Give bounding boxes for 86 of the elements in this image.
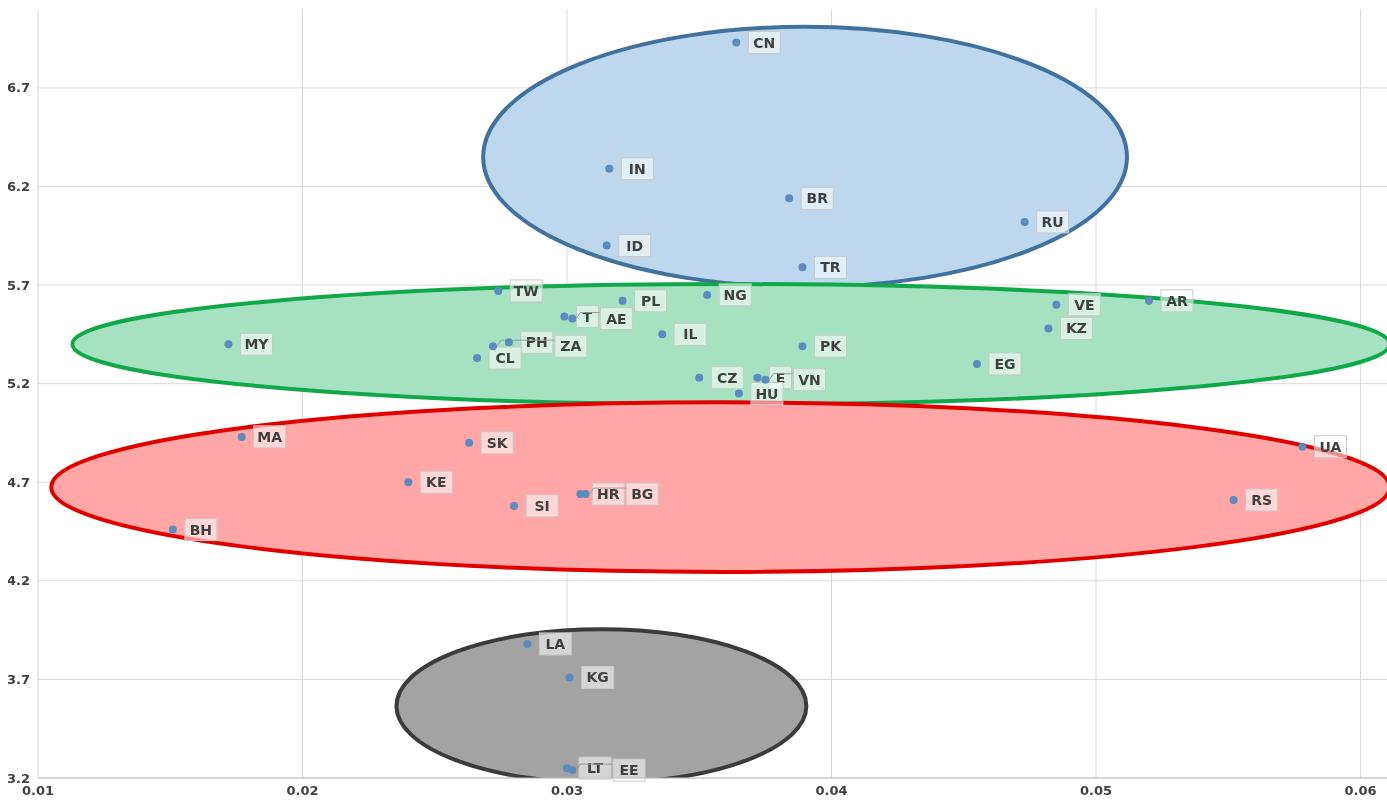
point xyxy=(753,373,762,382)
y-tick-label: 6.7 xyxy=(6,80,30,96)
y-tick-label: 6.2 xyxy=(6,179,30,195)
annotation: HU xyxy=(755,385,779,402)
point xyxy=(404,478,413,487)
point xyxy=(618,296,627,305)
annotation: KZ xyxy=(1065,320,1087,337)
annotation: IN xyxy=(628,160,646,177)
point xyxy=(560,312,569,321)
annotation: BR xyxy=(806,190,829,207)
annotation: TR xyxy=(820,259,841,276)
annotation: CN xyxy=(753,34,776,51)
x-tick-label: 0.04 xyxy=(815,783,848,799)
annotation: PH xyxy=(525,334,548,351)
annotation: PK xyxy=(819,338,843,355)
annotation: MY xyxy=(244,336,270,353)
x-tick-label: 0.06 xyxy=(1344,783,1377,799)
annotation: NG xyxy=(723,286,747,303)
y-tick-label: 5.7 xyxy=(6,277,30,293)
point xyxy=(658,330,667,339)
annotation: SI xyxy=(534,497,550,514)
annotation: LA xyxy=(545,635,566,652)
point xyxy=(1044,324,1053,333)
annotation: ID xyxy=(626,237,644,254)
point xyxy=(565,673,574,682)
point xyxy=(237,432,246,441)
point xyxy=(734,389,743,398)
annotation: AE xyxy=(606,310,627,327)
point xyxy=(798,263,807,272)
annotation: CL xyxy=(495,350,515,367)
annotation: VE xyxy=(1074,296,1095,313)
point xyxy=(494,286,503,295)
point xyxy=(798,342,807,351)
annotation: BH xyxy=(189,521,213,538)
point xyxy=(488,342,497,351)
annotation: RS xyxy=(1251,491,1273,508)
annotation: IL xyxy=(683,326,698,343)
point xyxy=(703,290,712,299)
annotation: PL xyxy=(640,292,661,309)
point xyxy=(465,438,474,447)
annotation: AR xyxy=(1166,292,1188,309)
point xyxy=(785,194,794,203)
x-tick-label: 0.02 xyxy=(286,783,319,799)
point xyxy=(568,766,577,775)
point xyxy=(504,338,513,347)
point xyxy=(695,373,704,382)
y-tick-label: 4.2 xyxy=(6,573,30,589)
annotation: CZ xyxy=(717,369,738,386)
point xyxy=(473,354,482,363)
point xyxy=(568,314,577,323)
annotation: BG xyxy=(631,486,654,503)
point xyxy=(168,525,177,534)
point xyxy=(1298,442,1307,451)
point xyxy=(602,241,611,250)
x-tick-label: 0.01 xyxy=(21,783,55,799)
point xyxy=(224,340,233,349)
annotation: LT xyxy=(586,760,604,777)
point xyxy=(761,375,770,384)
annotation: KG xyxy=(586,669,609,686)
point xyxy=(510,501,519,510)
x-tick-label: 0.05 xyxy=(1080,783,1113,799)
annotation: VN xyxy=(798,371,821,388)
annotation: ZA xyxy=(560,338,582,355)
annotation: EG xyxy=(994,355,1016,372)
point xyxy=(1229,495,1238,504)
y-tick-label: 3.2 xyxy=(6,770,30,786)
annotation: T xyxy=(582,308,593,325)
annotation: RU xyxy=(1041,213,1064,230)
point xyxy=(732,38,741,47)
annotation: KE xyxy=(426,474,447,491)
y-tick-label: 5.2 xyxy=(6,376,30,392)
point xyxy=(1144,296,1153,305)
annotation: SK xyxy=(486,434,509,451)
y-tick-label: 4.7 xyxy=(6,474,30,490)
x-tick-label: 0.03 xyxy=(550,783,584,799)
point xyxy=(523,639,532,648)
point xyxy=(973,359,982,368)
point xyxy=(1020,217,1029,226)
annotation: TW xyxy=(513,282,539,299)
annotation: EE xyxy=(619,762,639,779)
y-tick-label: 3.7 xyxy=(6,672,30,688)
annotation: HR xyxy=(597,486,620,503)
annotation: UA xyxy=(1319,438,1342,455)
annotation: MA xyxy=(257,428,283,445)
point xyxy=(605,164,614,173)
point xyxy=(1052,300,1061,309)
